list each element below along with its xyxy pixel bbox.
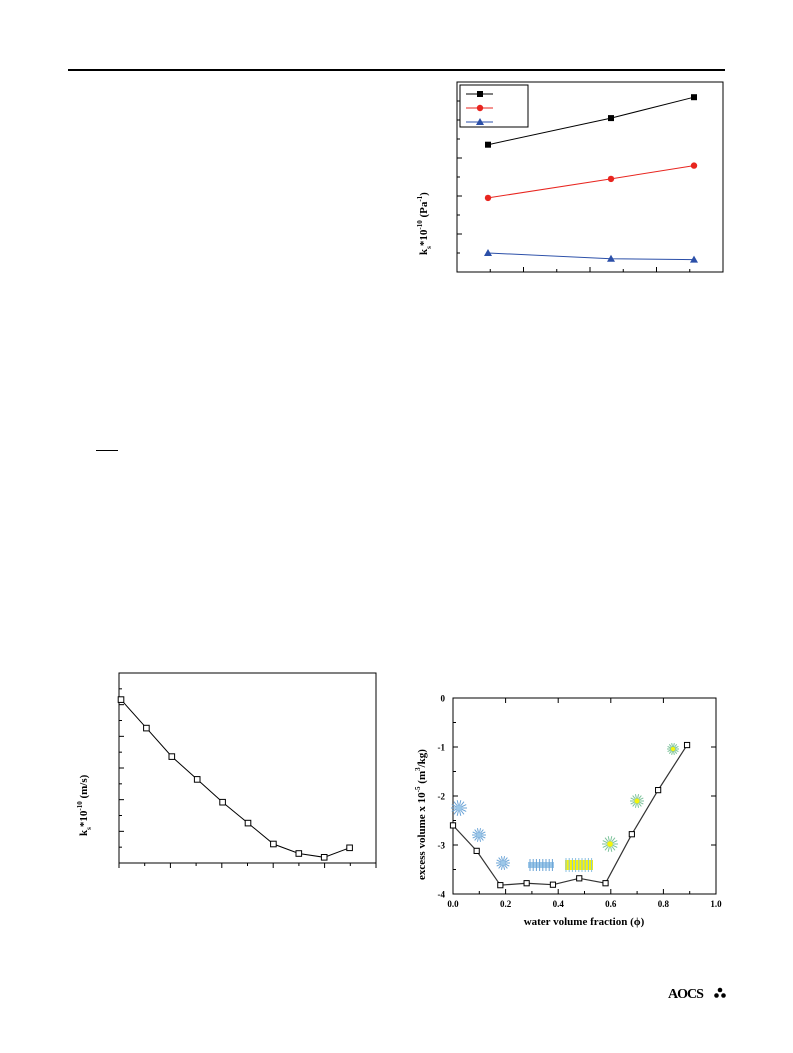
data-point [607, 254, 615, 262]
figure-bottom-left: ks*10-10 (m/s) [68, 658, 382, 953]
reverse-micelle-icon [451, 800, 467, 816]
figure-top-right: ks*10-10 (Pa-1) [405, 72, 727, 360]
data-point [691, 94, 697, 101]
x-axis-label: water volume fraction (ϕ) [524, 916, 645, 928]
legend-marker-square [477, 91, 483, 97]
data-point [690, 255, 698, 263]
data-point [484, 194, 492, 202]
svg-text:AOCS: AOCS [668, 987, 704, 1002]
data-point [473, 847, 480, 854]
series-line [452, 744, 688, 886]
y-tick-label: -2 [438, 792, 446, 802]
figure-bottom-right: 0 -1 -2 -3 -4 0.0 0.2 0.4 0.6 0.8 1.0 water volum… [410, 682, 728, 950]
reverse-micelle-icon [472, 828, 486, 842]
x-tick-label: 0.8 [658, 899, 670, 909]
y-tick-label: -4 [438, 890, 446, 900]
bicontinuous-blue-icon [528, 859, 554, 871]
data-point [690, 162, 698, 169]
data-point [485, 141, 491, 148]
data-point [484, 249, 492, 256]
data-point [117, 696, 125, 703]
x-tick-label: 1.0 [710, 899, 722, 909]
data-point [244, 819, 252, 827]
data-point [449, 822, 457, 829]
header-rule [68, 69, 725, 71]
legend [459, 84, 529, 128]
series-line [120, 699, 350, 858]
data-point [193, 776, 201, 783]
y-tick-label: -3 [438, 841, 446, 851]
data-point [219, 798, 226, 806]
y-tick-label: 0 [441, 694, 446, 704]
data-point [549, 881, 557, 888]
plot-frame [118, 672, 377, 864]
data-point [320, 854, 328, 861]
data-point [602, 880, 609, 887]
data-point [607, 175, 615, 183]
text-rule [96, 450, 118, 451]
data-point [346, 844, 353, 852]
x-tick-label: 0.2 [500, 899, 512, 909]
x-tick-label: 0.0 [447, 899, 459, 909]
data-point [523, 880, 530, 887]
data-point [576, 875, 583, 882]
legend-marker-triangle [476, 118, 484, 125]
data-point [270, 840, 277, 848]
x-tick-label: 0.6 [605, 899, 617, 909]
bicontinuous-yellow-icon [565, 858, 593, 872]
data-point [655, 787, 662, 794]
y-tick-label: -1 [438, 743, 446, 753]
reverse-micelle-icon [496, 856, 510, 870]
data-point [628, 831, 635, 838]
micelle-icon [630, 794, 644, 808]
micelle-icon [602, 836, 618, 852]
data-point [683, 741, 691, 749]
y-axis-label: ks*10-10 (m/s) [76, 774, 93, 836]
x-tick-label: 0.4 [553, 899, 565, 909]
data-point [608, 115, 614, 122]
y-axis-label: excess volume x 10-5 (m3/kg) [414, 749, 428, 880]
legend-marker-circle [476, 104, 484, 112]
data-point [497, 882, 504, 889]
data-point [168, 753, 176, 760]
data-point [295, 850, 303, 857]
aocs-logo: AOCS [668, 983, 730, 1003]
micelle-icon [667, 743, 679, 755]
data-point [143, 724, 150, 732]
y-axis-label: ks*10-10 (Pa-1) [416, 192, 433, 255]
